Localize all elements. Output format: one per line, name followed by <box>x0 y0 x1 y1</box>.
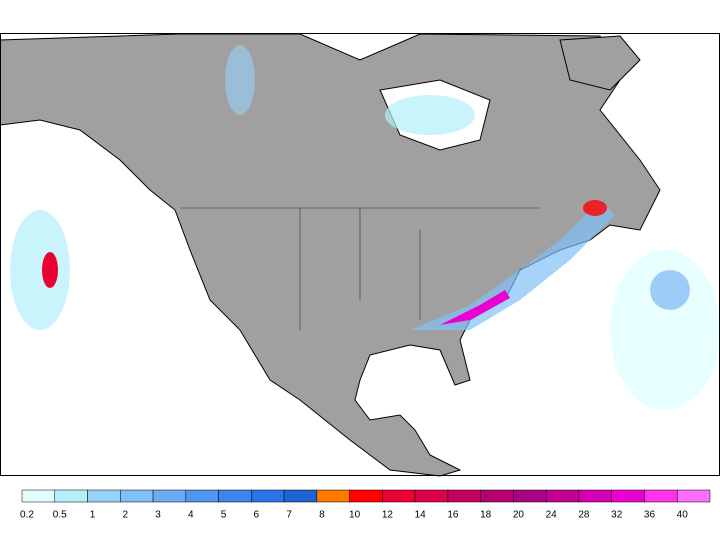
precip-area <box>385 95 475 135</box>
legend-label: 5 <box>221 510 227 521</box>
map <box>0 33 720 477</box>
legend-label: 6 <box>254 510 260 521</box>
legend-label: 10 <box>349 510 361 521</box>
legend-label: 18 <box>480 510 492 521</box>
legend-label: 0.2 <box>20 510 34 521</box>
legend-swatch <box>218 489 252 503</box>
legend-label: 7 <box>286 510 292 521</box>
legend-swatch <box>513 489 547 503</box>
precip-area <box>650 270 690 310</box>
legend-label: 16 <box>447 510 459 521</box>
legend-swatch <box>480 489 514 503</box>
legend-swatch <box>349 489 383 503</box>
legend-swatch <box>120 489 154 503</box>
greenland <box>559 35 641 91</box>
legend-label: 32 <box>611 510 623 521</box>
legend-label: 2 <box>123 510 129 521</box>
legend-swatch <box>152 489 187 503</box>
precip-area <box>10 210 70 330</box>
legend-label: 20 <box>513 510 525 521</box>
legend-swatch <box>611 489 645 503</box>
legend-label: 36 <box>644 510 656 521</box>
precip-area <box>610 250 720 410</box>
legend-swatch <box>54 489 88 503</box>
legend-swatch <box>316 489 350 503</box>
precip-area <box>42 252 58 288</box>
legend-label: 40 <box>677 510 689 521</box>
legend-label: 1 <box>90 510 96 521</box>
precip-area <box>225 45 255 115</box>
legend-label: 12 <box>382 510 394 521</box>
legend-label: 3 <box>155 510 161 521</box>
legend-label: 4 <box>188 510 194 521</box>
legend-swatch <box>578 489 612 503</box>
legend-swatch <box>545 489 580 503</box>
legend-swatch <box>251 489 285 503</box>
legend: 0.2 0.5 1 2 3 4 5 6 7 8 10 12 14 16 18 20 24 28 32 36 40 <box>20 489 711 521</box>
legend-label: 28 <box>578 510 590 521</box>
legend-label: 8 <box>319 510 325 521</box>
legend-swatch <box>21 489 56 503</box>
borders <box>180 207 540 330</box>
legend-swatch <box>447 489 481 503</box>
precip-core <box>583 200 607 216</box>
legend-swatch <box>676 489 711 503</box>
legend-swatch <box>644 489 678 503</box>
legend-swatch <box>283 489 318 503</box>
precip-core <box>440 290 510 325</box>
legend-swatch <box>382 489 416 503</box>
legend-swatch <box>87 489 121 503</box>
land <box>0 33 661 477</box>
legend-label: 0.5 <box>53 510 67 521</box>
legend-swatch <box>414 489 449 503</box>
legend-label: 24 <box>546 510 558 521</box>
legend-swatch <box>185 489 219 503</box>
legend-label: 14 <box>415 510 427 521</box>
